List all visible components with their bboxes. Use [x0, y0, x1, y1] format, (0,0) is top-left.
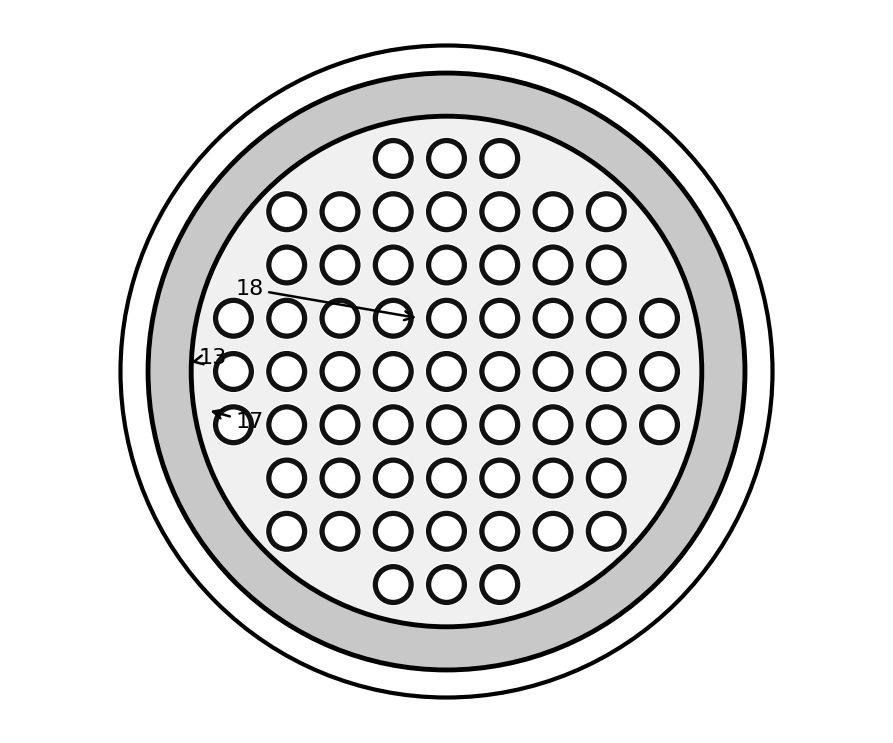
Circle shape — [585, 510, 628, 553]
Circle shape — [531, 510, 574, 553]
Circle shape — [585, 350, 628, 393]
Circle shape — [478, 244, 522, 287]
Circle shape — [585, 456, 628, 499]
Circle shape — [371, 296, 415, 340]
Circle shape — [638, 296, 681, 340]
Circle shape — [319, 456, 362, 499]
Circle shape — [478, 563, 522, 606]
Circle shape — [585, 244, 628, 287]
Circle shape — [265, 244, 308, 287]
Circle shape — [425, 190, 468, 233]
Circle shape — [531, 190, 574, 233]
Circle shape — [425, 563, 468, 606]
Circle shape — [638, 350, 681, 393]
Circle shape — [425, 510, 468, 553]
Circle shape — [585, 190, 628, 233]
Circle shape — [425, 244, 468, 287]
Text: 18: 18 — [235, 279, 413, 320]
Circle shape — [478, 510, 522, 553]
Circle shape — [319, 190, 362, 233]
Circle shape — [212, 296, 255, 340]
Circle shape — [191, 116, 702, 627]
Circle shape — [531, 350, 574, 393]
Circle shape — [319, 244, 362, 287]
Circle shape — [371, 456, 415, 499]
Circle shape — [212, 350, 255, 393]
Text: 17: 17 — [213, 410, 263, 432]
Circle shape — [478, 296, 522, 340]
Circle shape — [371, 190, 415, 233]
Circle shape — [265, 190, 308, 233]
Circle shape — [371, 350, 415, 393]
Circle shape — [265, 350, 308, 393]
Circle shape — [265, 403, 308, 447]
Circle shape — [425, 403, 468, 447]
Circle shape — [531, 244, 574, 287]
Circle shape — [371, 403, 415, 447]
Circle shape — [478, 403, 522, 447]
Circle shape — [265, 510, 308, 553]
Circle shape — [585, 296, 628, 340]
Circle shape — [478, 350, 522, 393]
Circle shape — [425, 350, 468, 393]
Circle shape — [425, 296, 468, 340]
Circle shape — [148, 73, 745, 670]
Text: 13: 13 — [193, 348, 227, 368]
Circle shape — [478, 190, 522, 233]
Circle shape — [319, 403, 362, 447]
Circle shape — [319, 296, 362, 340]
Circle shape — [638, 403, 681, 447]
Circle shape — [478, 456, 522, 499]
Circle shape — [531, 403, 574, 447]
Circle shape — [371, 510, 415, 553]
Circle shape — [319, 350, 362, 393]
Circle shape — [319, 510, 362, 553]
Circle shape — [585, 403, 628, 447]
Circle shape — [531, 296, 574, 340]
Circle shape — [371, 563, 415, 606]
Circle shape — [371, 137, 415, 180]
Circle shape — [425, 137, 468, 180]
Circle shape — [265, 296, 308, 340]
Circle shape — [212, 403, 255, 447]
Circle shape — [478, 137, 522, 180]
Circle shape — [531, 456, 574, 499]
Circle shape — [371, 244, 415, 287]
Circle shape — [425, 456, 468, 499]
Circle shape — [265, 456, 308, 499]
